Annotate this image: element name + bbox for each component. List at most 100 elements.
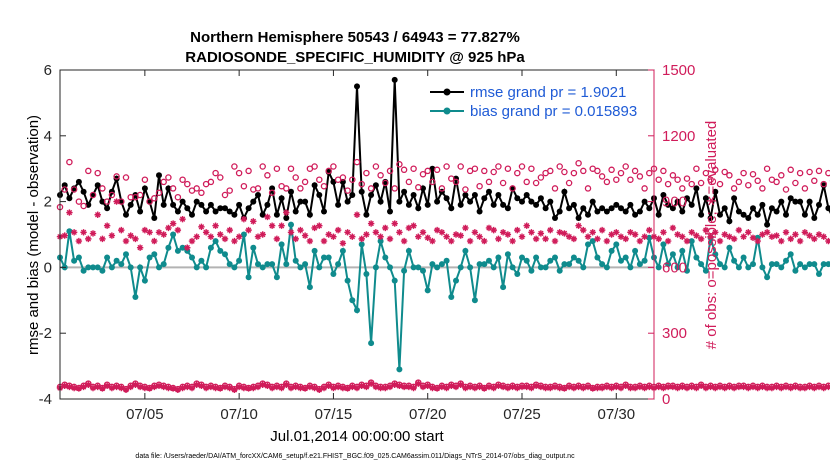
data-point — [778, 198, 785, 205]
data-point — [693, 384, 700, 392]
data-point — [193, 233, 200, 240]
data-point — [655, 211, 662, 218]
data-point — [221, 191, 229, 199]
data-point — [311, 384, 318, 392]
data-point — [240, 182, 248, 190]
data-point — [297, 384, 304, 392]
data-point — [278, 384, 285, 392]
data-point — [203, 208, 210, 215]
data-point — [646, 169, 653, 177]
data-point — [320, 237, 328, 245]
data-point — [811, 261, 818, 268]
data-point — [207, 178, 215, 186]
data-point — [372, 163, 380, 170]
data-point — [146, 198, 153, 205]
data-point — [316, 192, 323, 198]
data-point — [773, 232, 780, 239]
y2-tick-label: 1500 — [662, 62, 695, 79]
data-point — [349, 233, 356, 240]
data-point — [311, 247, 318, 254]
data-point — [721, 264, 728, 271]
data-point — [533, 254, 540, 261]
data-point — [504, 205, 511, 212]
data-point — [151, 195, 158, 202]
data-point — [170, 231, 177, 238]
data-point — [146, 385, 153, 392]
data-point — [301, 232, 309, 239]
data-point — [443, 163, 450, 170]
data-point — [754, 211, 761, 218]
data-point — [259, 264, 266, 271]
data-point — [344, 198, 351, 205]
data-point — [283, 185, 290, 192]
data-point — [66, 228, 73, 235]
data-point — [273, 211, 280, 218]
data-point — [580, 167, 587, 175]
data-point — [339, 247, 346, 254]
data-point — [783, 257, 789, 264]
data-point — [382, 254, 389, 261]
data-point — [462, 192, 469, 198]
data-point — [113, 198, 120, 205]
data-point — [599, 205, 606, 212]
data-point — [349, 176, 356, 183]
data-point — [268, 384, 276, 392]
y-tick-label: 0 — [44, 259, 52, 276]
data-point — [518, 163, 526, 170]
data-point — [773, 208, 780, 215]
data-point — [113, 257, 120, 264]
data-point — [155, 382, 163, 390]
data-point — [731, 257, 738, 264]
data-point — [103, 222, 111, 229]
data-point — [683, 175, 691, 182]
data-point — [552, 254, 558, 261]
data-point — [443, 384, 450, 392]
data-point — [396, 382, 403, 390]
data-point — [499, 229, 507, 236]
data-point — [108, 264, 115, 271]
data-point — [259, 211, 266, 218]
data-point — [768, 205, 775, 212]
data-point — [349, 383, 356, 391]
data-point — [245, 385, 252, 392]
data-point — [735, 178, 743, 186]
data-point — [61, 232, 68, 239]
data-point — [702, 169, 710, 177]
data-point — [523, 383, 530, 391]
data-point — [749, 170, 757, 178]
data-point — [575, 257, 582, 264]
footnote: data file: /Users/raeder/DAI/ATM_forcXX/… — [135, 453, 575, 460]
data-point — [118, 261, 125, 268]
data-point — [792, 198, 799, 205]
data-point — [94, 169, 101, 177]
data-point — [165, 384, 172, 392]
data-point — [547, 167, 554, 175]
data-point — [231, 264, 238, 271]
data-point — [415, 233, 422, 240]
data-point — [429, 261, 436, 268]
data-point — [580, 205, 587, 212]
data-point — [453, 277, 459, 284]
data-point — [353, 211, 361, 218]
data-point — [603, 383, 611, 391]
x-tick-label: 07/25 — [503, 406, 541, 423]
data-point — [594, 235, 601, 243]
y-tick-label: -4 — [39, 391, 52, 408]
data-point — [561, 385, 568, 392]
data-point — [367, 185, 375, 192]
data-point — [514, 271, 521, 277]
data-point — [495, 192, 502, 198]
data-point — [292, 208, 299, 215]
data-point — [292, 257, 299, 264]
data-point — [750, 205, 756, 212]
data-point — [155, 229, 163, 236]
data-point — [231, 237, 238, 245]
data-point — [221, 383, 229, 391]
data-point — [627, 229, 634, 236]
data-point — [372, 383, 380, 391]
data-point — [763, 384, 771, 392]
data-point — [485, 224, 493, 232]
data-point — [726, 233, 733, 240]
data-point — [316, 222, 323, 229]
data-point — [575, 383, 582, 391]
